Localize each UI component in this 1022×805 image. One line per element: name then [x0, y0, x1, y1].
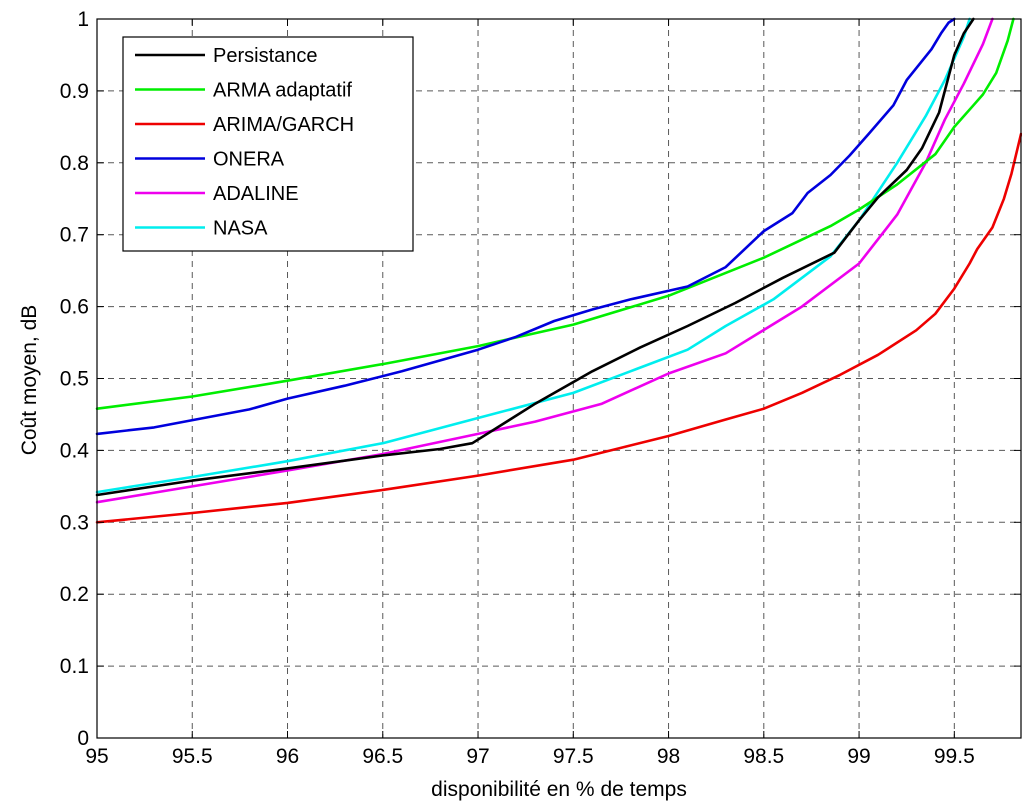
series-line-nasa: [95, 17, 971, 494]
y-tick-label: 0: [77, 727, 89, 750]
legend-label: ADALINE: [213, 183, 299, 205]
y-tick-label: 0.6: [60, 296, 89, 319]
legend-label: ARMA adaptatif: [213, 80, 352, 102]
series-line-onera: [95, 17, 956, 436]
y-tick-label: 0.4: [60, 439, 90, 462]
x-tick-label: 97.5: [553, 745, 594, 768]
x-tick-label: 96.5: [362, 745, 403, 768]
legend-label: NASA: [213, 218, 268, 240]
x-tick-label: 97: [466, 745, 489, 768]
plot-frame: [96, 18, 1022, 739]
x-tick-label: 99: [847, 745, 870, 768]
y-tick-label: 0.5: [60, 368, 89, 391]
series-line-arima-garch: [95, 132, 1022, 524]
x-tick-label: 99.5: [934, 745, 975, 768]
axes: [96, 18, 1022, 739]
series-lines: [95, 17, 1022, 524]
y-tick-label: 0.7: [60, 224, 89, 247]
x-tick-label: 95.5: [172, 745, 213, 768]
y-tick-label: 0.3: [60, 511, 89, 534]
y-tick-label: 0.1: [60, 655, 89, 678]
y-axis-label: Coût moyen, dB: [18, 305, 41, 456]
tick-labels: 95 95.5 96 96.5 97 97.5 98 98.5 99 99.5 0 0.1 0.2 0.3…: [60, 8, 975, 768]
legend-label: Persistance: [213, 45, 318, 67]
x-tick-label: 95: [85, 745, 108, 768]
grid: [97, 19, 1021, 738]
y-tick-label: 0.9: [60, 80, 89, 103]
x-tick-label: 98.5: [743, 745, 784, 768]
y-tick-label: 1: [77, 8, 89, 31]
x-tick-label: 98: [657, 745, 680, 768]
series-line-persistance: [95, 17, 975, 497]
legend-label: ONERA: [213, 149, 285, 171]
x-axis-label: disponibilité en % de temps: [431, 778, 687, 801]
x-tick-label: 96: [276, 745, 299, 768]
legend-box: [122, 36, 414, 252]
legend: Persistance ARMA adaptatif ARIMA/GARCH ONER…: [122, 36, 414, 252]
y-tick-label: 0.2: [60, 583, 89, 606]
series-line-arma-adaptatif: [95, 17, 1015, 411]
y-tick-label: 0.8: [60, 152, 89, 175]
legend-label: ARIMA/GARCH: [213, 114, 354, 136]
